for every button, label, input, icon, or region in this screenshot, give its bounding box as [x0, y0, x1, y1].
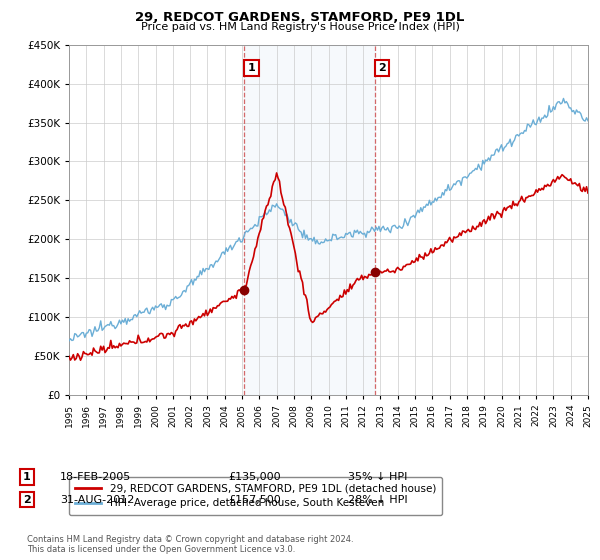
Bar: [244, 45, 374, 395]
Text: 18-FEB-2005: 18-FEB-2005: [60, 472, 131, 482]
Text: Price paid vs. HM Land Registry's House Price Index (HPI): Price paid vs. HM Land Registry's House …: [140, 22, 460, 32]
Text: 2: 2: [378, 63, 386, 73]
Text: £157,500: £157,500: [228, 494, 281, 505]
Text: 2: 2: [23, 494, 31, 505]
Text: 1: 1: [23, 472, 31, 482]
Text: 29, REDCOT GARDENS, STAMFORD, PE9 1DL: 29, REDCOT GARDENS, STAMFORD, PE9 1DL: [136, 11, 464, 24]
Text: 1: 1: [248, 63, 255, 73]
Text: £135,000: £135,000: [228, 472, 281, 482]
Text: 35% ↓ HPI: 35% ↓ HPI: [348, 472, 407, 482]
Text: 31-AUG-2012: 31-AUG-2012: [60, 494, 134, 505]
Text: Contains HM Land Registry data © Crown copyright and database right 2024.
This d: Contains HM Land Registry data © Crown c…: [27, 535, 353, 554]
Text: 28% ↓ HPI: 28% ↓ HPI: [348, 494, 407, 505]
Legend: 29, REDCOT GARDENS, STAMFORD, PE9 1DL (detached house), HPI: Average price, deta: 29, REDCOT GARDENS, STAMFORD, PE9 1DL (d…: [69, 477, 442, 515]
